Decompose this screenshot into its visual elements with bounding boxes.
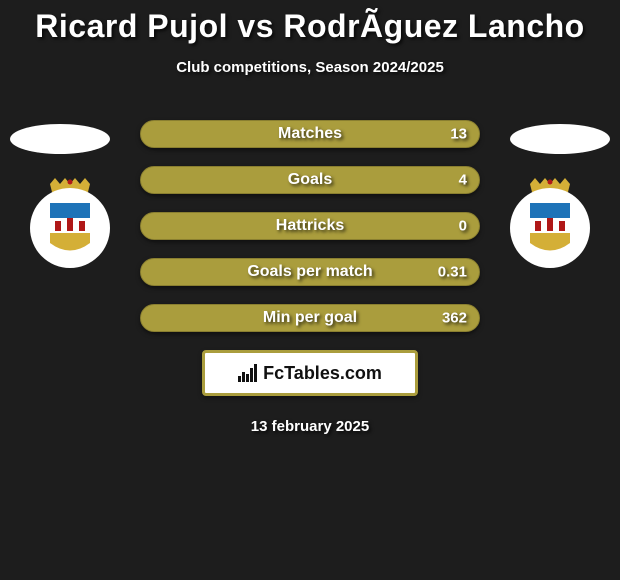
comparison-card: Ricard Pujol vs RodrÃ­guez Lancho Club c…	[0, 0, 620, 580]
stat-label: Min per goal	[263, 309, 357, 327]
stats-list: Matches 13 Goals 4 Hattricks 0 Goals per…	[0, 120, 620, 332]
stat-value-right: 4	[459, 172, 467, 189]
stat-value-right: 362	[442, 310, 467, 327]
brand-text: FcTables.com	[263, 363, 382, 384]
stat-value-right: 0.31	[438, 264, 467, 281]
date-text: 13 february 2025	[0, 418, 620, 435]
stat-row: Matches 13	[140, 120, 480, 148]
stat-row: Min per goal 362	[140, 304, 480, 332]
stat-label: Matches	[278, 125, 342, 143]
bar-chart-icon	[238, 364, 257, 382]
page-title: Ricard Pujol vs RodrÃ­guez Lancho	[0, 0, 620, 45]
stat-value-right: 13	[450, 126, 467, 143]
stat-label: Goals per match	[247, 263, 372, 281]
subtitle: Club competitions, Season 2024/2025	[0, 59, 620, 76]
stat-row: Goals 4	[140, 166, 480, 194]
stat-row: Goals per match 0.31	[140, 258, 480, 286]
stat-row: Hattricks 0	[140, 212, 480, 240]
stat-label: Hattricks	[276, 217, 344, 235]
stat-label: Goals	[288, 171, 332, 189]
brand-badge: FcTables.com	[202, 350, 418, 396]
stat-value-right: 0	[459, 218, 467, 235]
